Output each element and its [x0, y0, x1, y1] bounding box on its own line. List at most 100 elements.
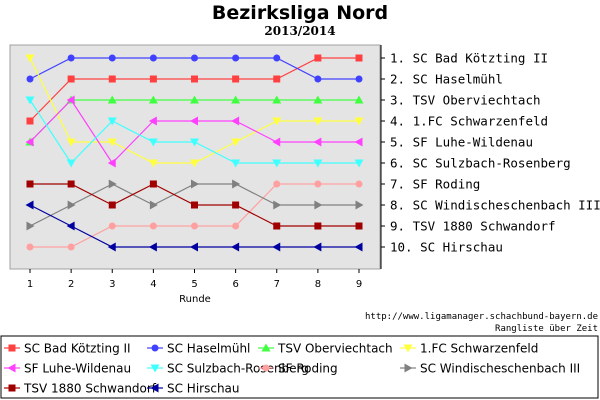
data-point: [67, 54, 75, 62]
legend-marker: [404, 363, 413, 373]
data-point: [355, 180, 363, 188]
standing-label: 10. SC Hirschau: [390, 240, 503, 255]
data-point: [231, 116, 240, 126]
data-point: [314, 200, 323, 210]
data-point: [273, 180, 281, 188]
standing-label: 2. SC Haselmühl: [390, 72, 503, 87]
data-point: [191, 54, 198, 62]
legend-item: SC Windischeschenbach III: [400, 362, 580, 376]
data-point: [26, 117, 34, 125]
data-point: [107, 158, 116, 168]
standing-label: 1. SC Bad Kötzting II: [390, 51, 548, 66]
data-point: [313, 95, 323, 104]
data-point: [108, 54, 116, 62]
legend-marker: [7, 363, 16, 373]
data-point: [231, 95, 241, 104]
data-point: [191, 222, 198, 230]
data-point: [108, 222, 116, 230]
data-point: [190, 116, 198, 126]
legend-item: TSV Oberviechtach: [258, 342, 393, 356]
legend-label: SF Luhe-Wildenau: [24, 362, 131, 376]
series-4: [25, 54, 364, 168]
legend-label: SC Hirschau: [167, 382, 240, 396]
data-point: [313, 117, 323, 126]
standing-label: 8. SC Windischeschenbach III: [390, 198, 600, 213]
data-point: [149, 180, 157, 188]
data-point: [26, 243, 34, 251]
legend-item: SC Sulzbach-Rosenberg: [147, 362, 309, 376]
data-point: [148, 116, 157, 126]
x-tick-label: 2: [68, 279, 74, 290]
data-point: [26, 75, 34, 83]
series-7: [26, 180, 363, 251]
footer-url: http://www.ligamanager.schachbund-bayern…: [365, 312, 598, 322]
data-point: [191, 179, 199, 189]
data-point: [191, 201, 198, 209]
x-tick-label: 7: [274, 279, 280, 290]
legend-marker: [150, 364, 160, 373]
data-point: [190, 242, 198, 252]
legend-item: SF Luhe-Wildenau: [4, 362, 131, 376]
data-point: [232, 54, 240, 62]
data-point: [148, 95, 158, 104]
data-point: [67, 180, 75, 188]
data-point: [67, 200, 76, 210]
data-point: [149, 200, 158, 210]
legend-label: TSV Oberviechtach: [277, 342, 393, 356]
data-point: [355, 200, 364, 210]
data-point: [67, 243, 75, 251]
legend-item: SC Hirschau: [147, 382, 240, 396]
data-point: [107, 95, 117, 104]
data-point: [148, 159, 158, 168]
data-point: [25, 96, 35, 105]
standing-label: 9. TSV 1880 Schwandorf: [390, 219, 556, 234]
data-point: [108, 201, 116, 209]
data-point: [148, 138, 158, 147]
standing-label: 6. SC Sulzbach-Rosenberg: [390, 156, 571, 171]
legend-item: 1.FC Schwarzenfeld: [400, 342, 538, 356]
footer-caption: Rangliste über Zeit: [495, 324, 598, 334]
data-point: [66, 159, 76, 168]
legend-item: TSV 1880 Schwandorf: [4, 382, 157, 396]
data-point: [66, 95, 75, 105]
data-point: [232, 179, 241, 189]
data-point: [314, 54, 322, 62]
data-point: [108, 75, 116, 83]
data-point: [231, 242, 240, 252]
data-point: [66, 221, 75, 231]
legend-item: SF Roding: [258, 362, 338, 376]
data-point: [231, 159, 241, 168]
standing-label: 4. 1.FC Schwarzenfeld: [390, 114, 548, 129]
data-point: [149, 75, 157, 83]
series-2: [26, 54, 363, 83]
chart-title: Bezirksliga Nord: [212, 2, 388, 24]
data-point: [107, 117, 117, 126]
data-point: [232, 201, 240, 209]
legend-item: SC Haselmühl: [147, 342, 250, 356]
data-point: [190, 95, 199, 104]
legend: SC Bad Kötzting II SC Haselmühl TSV Obervi…: [4, 342, 580, 396]
data-point: [313, 159, 323, 168]
data-point: [313, 242, 322, 252]
data-point: [354, 242, 363, 252]
data-point: [272, 117, 282, 126]
series-group: [25, 54, 364, 252]
data-point: [107, 242, 116, 252]
data-point: [190, 159, 199, 168]
data-point: [26, 180, 34, 188]
data-point: [355, 54, 363, 62]
legend-marker: [261, 343, 271, 352]
data-point: [25, 200, 34, 210]
data-point: [67, 75, 75, 83]
data-point: [66, 138, 76, 147]
x-tick-label: 5: [191, 279, 197, 290]
data-point: [314, 75, 322, 83]
data-point: [314, 180, 322, 188]
legend-marker: [8, 384, 16, 392]
x-tick-label: 1: [27, 279, 33, 290]
legend-marker: [150, 383, 159, 393]
data-point: [273, 222, 281, 230]
data-point: [272, 137, 281, 147]
data-point: [26, 221, 35, 231]
legend-label: SF Roding: [278, 362, 338, 376]
